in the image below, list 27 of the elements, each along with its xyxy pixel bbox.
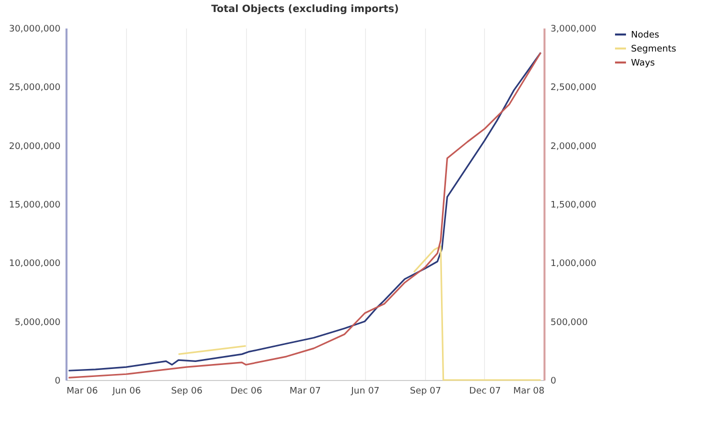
y-tick-label: 10,000,000 [8,259,61,270]
legend-label: Nodes [631,30,660,40]
y2-tick-label: 0 [550,376,556,386]
legend-label: Segments [631,44,676,54]
x-tick-label: Dec 06 [230,386,262,396]
x-tick-label: Mar 07 [290,386,321,396]
y-tick-label: 15,000,000 [8,200,61,210]
y2-tick-label: 3,000,000 [550,24,597,34]
legend-label: Ways [631,58,656,68]
y-tick-label: 5,000,000 [14,318,61,328]
y-tick-label: 25,000,000 [8,83,61,94]
y2-tick-label: 1,000,000 [550,259,597,270]
x-tick-label: Sep 07 [410,386,442,396]
chart-title: Total Objects (excluding imports) [211,4,399,15]
y-tick-label: 20,000,000 [8,142,61,152]
x-tick-label: Dec 07 [469,386,501,396]
y-tick-label: 0 [54,376,61,386]
x-tick-label: Sep 06 [171,386,203,396]
x-tick-label: Mar 08 [513,386,545,396]
y2-tick-label: 500,000 [550,318,588,328]
y2-tick-label: 2,500,000 [550,83,597,94]
y2-tick-label: 1,500,000 [550,200,597,210]
y-tick-label: 30,000,000 [8,24,61,34]
x-tick-label: Jun 07 [350,386,380,396]
y2-tick-label: 2,000,000 [550,142,597,152]
x-tick-label: Jun 06 [111,386,142,396]
x-tick-label: Mar 06 [66,386,98,396]
